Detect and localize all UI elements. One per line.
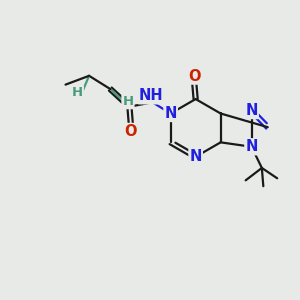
Text: N: N: [190, 149, 202, 164]
Text: H: H: [122, 95, 134, 108]
Text: O: O: [124, 124, 137, 139]
Text: H: H: [72, 86, 83, 99]
Text: N: N: [164, 106, 177, 121]
Text: N: N: [245, 139, 258, 154]
Text: N: N: [245, 103, 258, 118]
Text: NH: NH: [139, 88, 163, 103]
Text: O: O: [188, 69, 200, 84]
